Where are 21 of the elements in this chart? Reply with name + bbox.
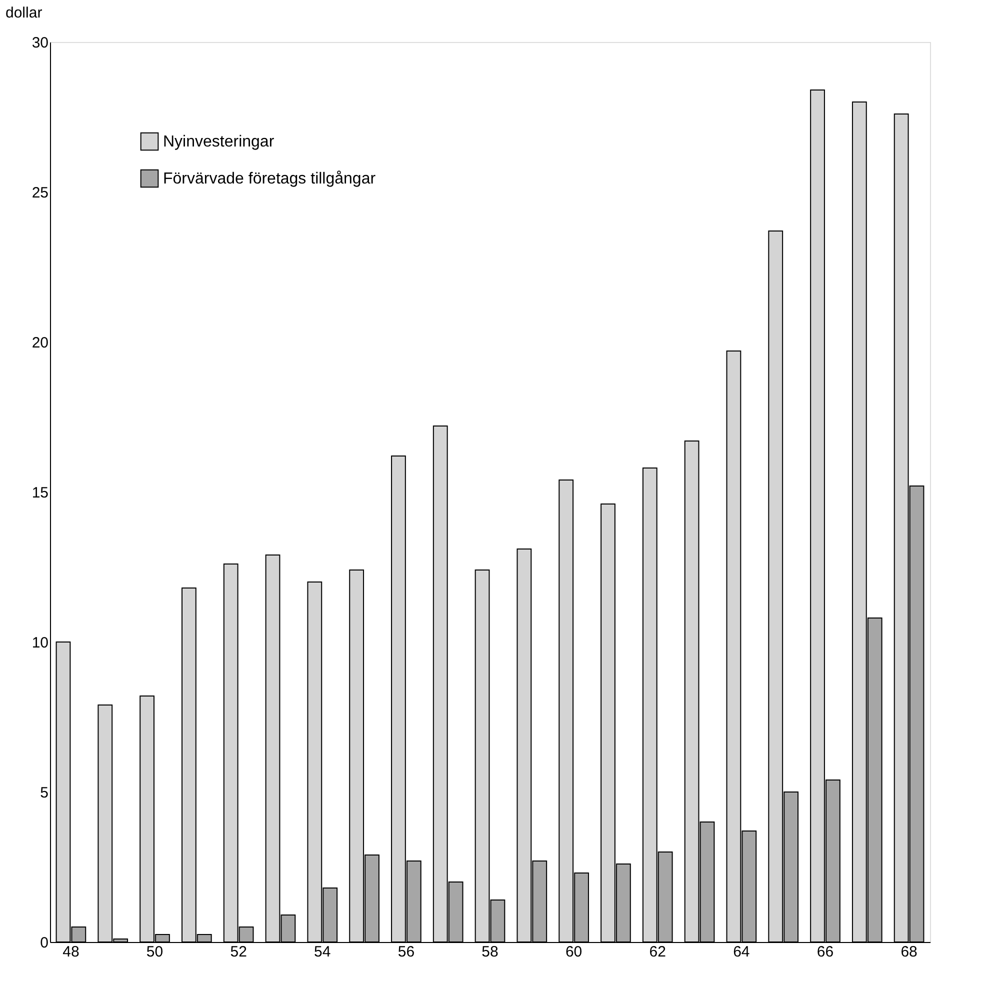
y-tick-label: 10	[32, 634, 48, 652]
y-tick-label: 15	[32, 484, 48, 502]
y-axis-title: dollar	[6, 4, 42, 22]
x-tick-label: 66	[816, 944, 834, 960]
x-tick-label: 62	[649, 944, 666, 960]
x-tick-label: 58	[482, 944, 498, 960]
x-tick-label: 64	[733, 944, 750, 960]
x-tick-label: 56	[398, 944, 415, 960]
x-tick-label: 54	[314, 944, 331, 960]
x-tick-label: 68	[900, 944, 918, 960]
x-tick-label: 52	[230, 944, 247, 960]
legend-label: Förvärvade företags tillgångar	[163, 170, 376, 188]
x-tick-label: 50	[146, 944, 164, 960]
y-tick-label: 5	[40, 784, 48, 802]
x-tick-label: 60	[565, 944, 582, 960]
y-tick-label: 30	[32, 34, 48, 52]
legend-label: Nyinvesteringar	[163, 134, 275, 150]
x-tick-label: 48	[62, 944, 80, 960]
y-tick-label: 25	[32, 184, 48, 202]
y-tick-label: 20	[32, 334, 48, 352]
y-tick-label: 0	[40, 934, 48, 952]
